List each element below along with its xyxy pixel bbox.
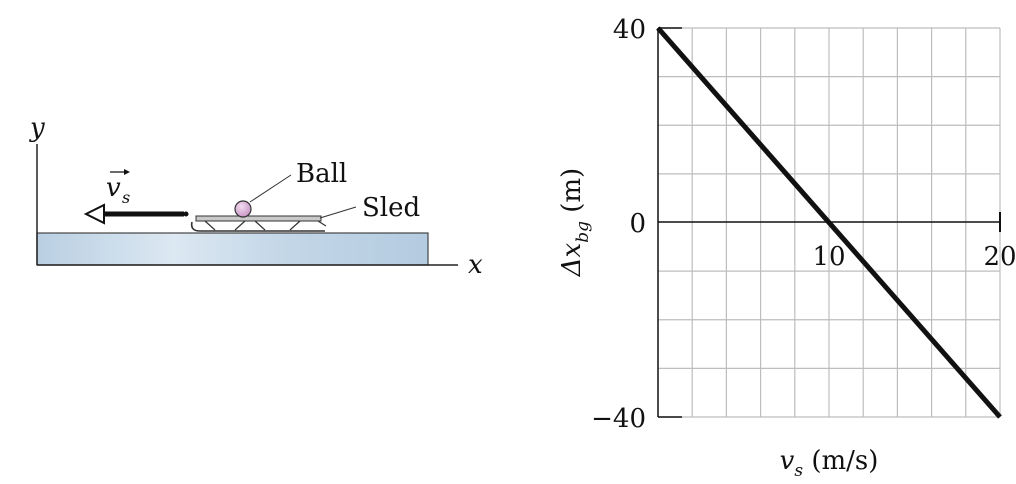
y-axis-label: y	[29, 113, 45, 143]
svg-text:v: v	[106, 173, 121, 203]
ball-label: Ball	[296, 159, 347, 189]
data-line	[656, 26, 1002, 419]
y-tick-label-bottom: −40	[591, 404, 646, 434]
x-tick-label-20: 20	[983, 242, 1016, 272]
velocity-arrow	[83, 203, 189, 225]
sled-diagram: y x v s Ball Sled	[29, 113, 483, 280]
x-axis-label: x	[468, 250, 483, 280]
y-tick-label-top: 40	[613, 15, 646, 45]
sled-label: Sled	[362, 193, 420, 223]
svg-text:s: s	[122, 188, 130, 207]
y-tick-label-zero: 0	[629, 209, 646, 239]
velocity-label: v s	[106, 169, 130, 207]
graph-x-axis-label: vs (m/s)	[780, 446, 879, 481]
sled-leader-line	[319, 206, 357, 219]
graph: 40 0 −40 10 20 Δxbg (m) vs (m/s)	[557, 15, 1016, 481]
ball-leader-line	[249, 174, 292, 203]
ball	[234, 200, 252, 218]
x-tick-label-10: 10	[812, 242, 845, 272]
ice-surface	[36, 232, 429, 266]
sled	[190, 215, 327, 232]
graph-y-axis-label: Δxbg (m)	[557, 168, 593, 277]
